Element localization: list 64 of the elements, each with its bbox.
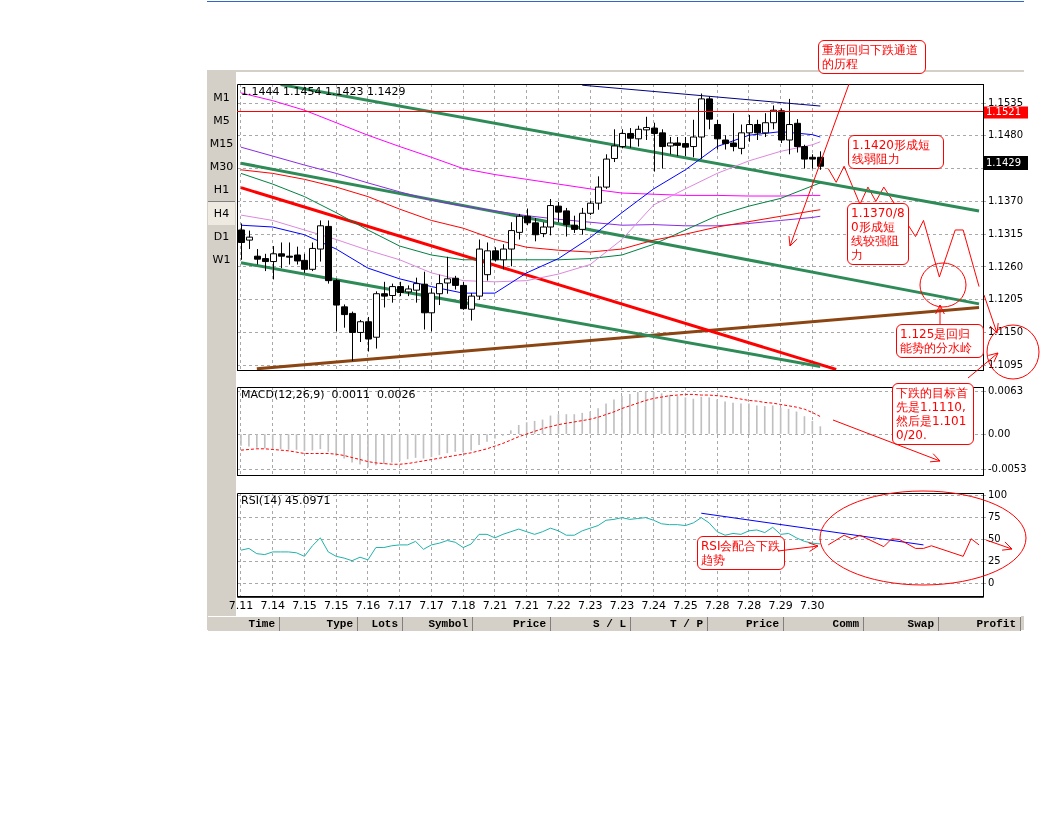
y-tick-label: 1.1370 <box>988 194 1023 206</box>
x-tick-label: 7.23 <box>577 599 603 613</box>
text: 重新回归下跌通道的历程 <box>818 40 926 74</box>
text: H4 <box>208 201 235 225</box>
text: Price <box>473 617 551 631</box>
y-tick-label: 0.0063 <box>988 385 1023 397</box>
text: 1.1429 <box>984 156 1028 170</box>
y-tick-label: 50 <box>988 533 1001 545</box>
y-tick-label: 1.1535 <box>988 96 1023 108</box>
y-tick-label: 1.1095 <box>988 358 1023 370</box>
y-tick-label: 1.1480 <box>988 129 1023 141</box>
x-tick-label: 7.21 <box>482 599 508 613</box>
text: M5 <box>212 113 231 129</box>
x-tick-label: 7.18 <box>450 599 476 613</box>
text: Symbol <box>403 617 473 631</box>
y-tick-label: 1.1315 <box>988 227 1023 239</box>
y-tick-label: 25 <box>988 555 1001 567</box>
text: Swap <box>864 617 939 631</box>
x-tick-label: 7.22 <box>546 599 571 613</box>
text: S / L <box>551 617 631 631</box>
annotation: 下跌的目标首先是1.1110,然后是1.1010/20. <box>892 383 974 445</box>
y-tick-label: -0.0053 <box>988 463 1027 475</box>
text: Time <box>208 617 280 631</box>
chart-title: RSI(14) 45.0971 <box>241 494 331 508</box>
text: M30 <box>208 159 235 175</box>
ref-line-label: 1.1521 <box>986 106 1021 118</box>
x-tick-label: 7.15 <box>323 599 349 613</box>
text: Comm <box>784 617 864 631</box>
text: T / P <box>631 617 708 631</box>
y-tick-label: 1.1205 <box>988 293 1023 305</box>
x-tick-label: 7.28 <box>736 599 762 613</box>
x-tick-label: 7.16 <box>355 599 381 613</box>
chart-title: MACD(12,26,9) 0.0011 0.0026 <box>241 388 416 402</box>
x-tick-label: 7.14 <box>260 599 285 613</box>
x-tick-label: 7.24 <box>641 599 666 613</box>
text: W1 <box>211 252 232 268</box>
annotation: 1.125是回归能势的分水岭 <box>896 324 984 358</box>
x-tick-label: 7.17 <box>419 599 444 613</box>
annotation: 1.1420形成短线弱阻力 <box>848 135 944 169</box>
y-tick-label: 100 <box>988 489 1008 501</box>
x-tick-label: 7.15 <box>292 599 317 613</box>
x-tick-label: 7.21 <box>514 599 539 613</box>
text: H1 <box>212 182 231 198</box>
x-tick-label: 7.23 <box>609 599 635 613</box>
chart-title: 1.1444 1.1454 1.1423 1.1429 <box>241 85 406 99</box>
text: M1 <box>212 90 231 106</box>
text: D1 <box>212 229 231 245</box>
text: Type <box>280 617 358 631</box>
text: Profit <box>939 617 1021 631</box>
x-tick-label: 7.25 <box>673 599 698 613</box>
text: Lots <box>358 617 403 631</box>
x-tick-label: 7.11 <box>228 599 254 613</box>
x-tick-label: 7.28 <box>704 599 730 613</box>
text: M15 <box>208 136 235 152</box>
annotation: 1.1370/80形成短线较强阻力 <box>847 203 909 265</box>
annotation: RSI会配合下跌趋势 <box>697 536 785 570</box>
x-tick-label: 7.29 <box>768 599 793 613</box>
x-tick-label: 7.17 <box>387 599 412 613</box>
y-tick-label: 75 <box>988 511 1001 523</box>
y-tick-label: 0 <box>988 577 995 589</box>
x-tick-label: 7.30 <box>800 599 825 613</box>
text: Price <box>708 617 784 631</box>
y-tick-label: 1.1260 <box>988 260 1023 272</box>
y-tick-label: 0.00 <box>988 427 1011 439</box>
